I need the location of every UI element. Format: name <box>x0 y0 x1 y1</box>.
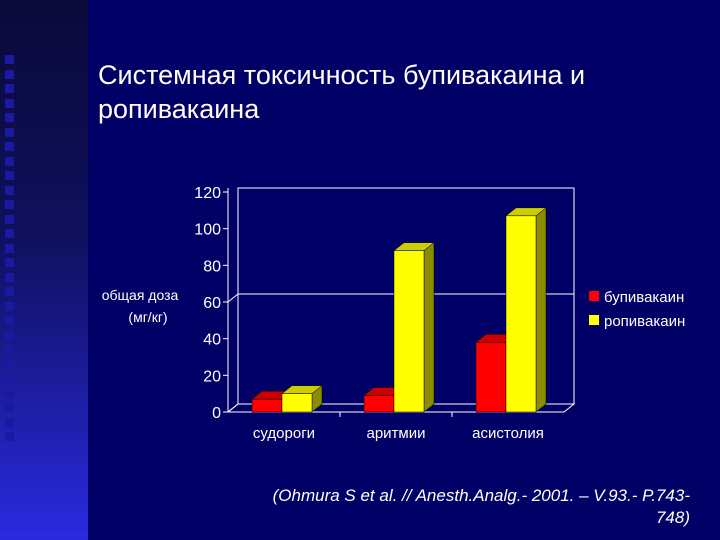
x-tick-label: судороги <box>253 425 315 442</box>
x-tick-label: асистолия <box>472 425 544 442</box>
y-tick-label: 40 <box>203 332 221 349</box>
bar-side-1 <box>423 242 435 413</box>
decorative-square <box>5 214 14 224</box>
decorative-square <box>5 258 14 267</box>
decorative-square <box>5 185 14 195</box>
decorative-square <box>5 316 14 325</box>
bar-1 <box>393 250 425 413</box>
decorative-square <box>5 127 14 137</box>
decorative-square <box>5 301 14 311</box>
y-tick-label: 20 <box>203 368 221 385</box>
bar-0 <box>251 398 283 413</box>
x-tick-label: аритмии <box>366 425 425 442</box>
bar-1 <box>281 393 313 413</box>
decorative-square <box>5 55 14 64</box>
decorative-square <box>5 403 14 412</box>
y-tick-label: 120 <box>194 185 221 202</box>
bar-0 <box>475 342 507 413</box>
decorative-square <box>5 432 14 441</box>
legend-label: ропивакаин <box>604 313 685 330</box>
decorative-square <box>5 287 14 296</box>
decorative-square <box>5 359 14 369</box>
y-axis-label: общая доза <box>102 287 179 303</box>
legend-swatch <box>589 291 599 301</box>
decorative-square <box>5 374 14 383</box>
decorative-square <box>5 229 14 238</box>
decorative-square <box>5 272 14 282</box>
y-axis-label-unit: (мг/кг) <box>128 309 167 325</box>
left-decorative-band <box>0 0 88 540</box>
decorative-square <box>5 345 14 354</box>
decorative-square <box>5 200 14 209</box>
bar-1 <box>505 215 537 413</box>
decorative-square-column <box>5 55 21 455</box>
legend-swatch <box>589 315 599 325</box>
y-tick-label: 60 <box>203 295 221 312</box>
reference-line <box>227 293 574 303</box>
decorative-square <box>5 98 14 108</box>
y-tick-label: 80 <box>203 258 221 275</box>
decorative-square <box>5 330 14 340</box>
bar-0 <box>363 395 395 413</box>
y-tick-label: 0 <box>212 405 221 422</box>
decorative-square <box>5 243 14 253</box>
decorative-square <box>5 171 14 180</box>
citation: (Ohmura S et al. // Anesth.Analg.- 2001.… <box>272 486 690 527</box>
decorative-square <box>5 156 14 166</box>
decorative-square <box>5 84 14 93</box>
legend-label: бупивакаин <box>604 289 684 306</box>
decorative-square <box>5 142 14 151</box>
decorative-square <box>5 388 14 398</box>
decorative-square <box>5 113 14 122</box>
decorative-square <box>5 417 14 427</box>
bar-side-1 <box>535 207 547 413</box>
slide-title: Системная токсичность бупивакаина и ропи… <box>98 60 586 124</box>
y-tick-label: 100 <box>194 222 221 239</box>
decorative-square <box>5 69 14 79</box>
